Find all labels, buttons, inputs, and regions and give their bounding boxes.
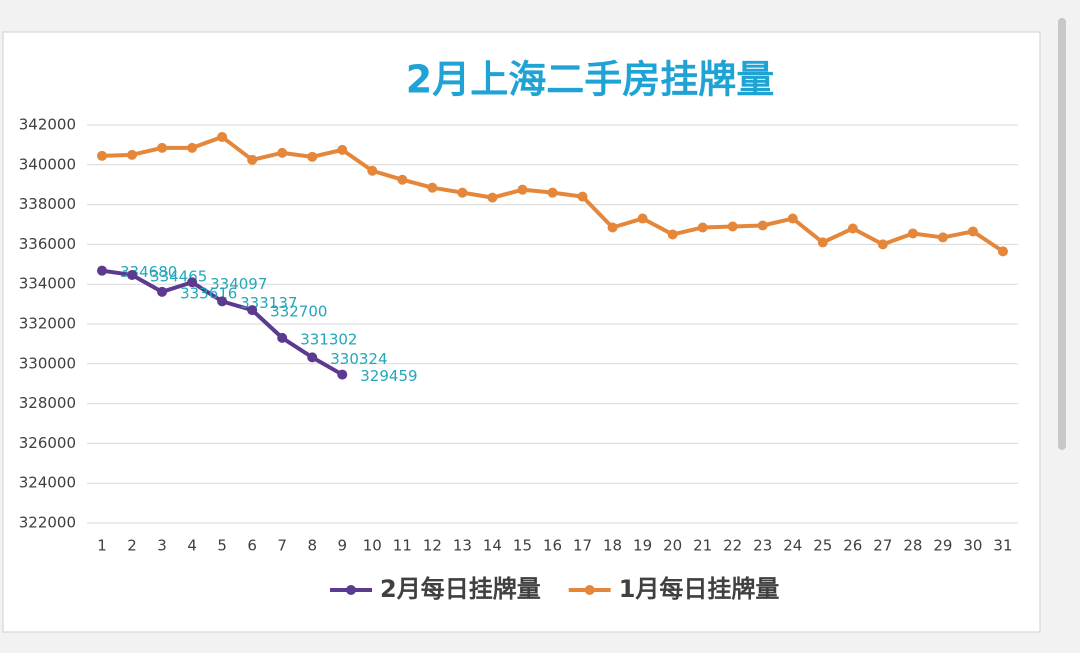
y-tick-label: 324000 [19, 474, 76, 492]
x-tick-label: 29 [933, 537, 952, 555]
x-tick-label: 3 [157, 537, 167, 555]
x-tick-label: 7 [277, 537, 287, 555]
data-point [187, 277, 198, 288]
data-point [97, 265, 108, 276]
legend-marker [346, 585, 356, 595]
data-point [517, 184, 528, 195]
x-tick-label: 5 [217, 537, 227, 555]
x-tick-label: 1 [97, 537, 107, 555]
data-point [157, 286, 168, 297]
data-point [817, 237, 828, 248]
data-point [97, 150, 108, 161]
x-tick-label: 10 [363, 537, 382, 555]
x-tick-label: 30 [963, 537, 982, 555]
x-tick-label: 24 [783, 537, 802, 555]
data-point [937, 232, 948, 243]
y-tick-label: 334000 [19, 275, 76, 293]
legend-marker [584, 585, 595, 595]
x-tick-label: 21 [693, 537, 712, 555]
data-label: 329459 [360, 367, 417, 385]
data-point [157, 142, 168, 153]
x-tick-label: 12 [423, 537, 442, 555]
data-point [487, 192, 498, 203]
x-tick-label: 16 [543, 537, 562, 555]
data-point [547, 187, 558, 198]
data-point [217, 296, 228, 307]
data-point [277, 147, 288, 158]
data-point [127, 269, 138, 280]
y-tick-label: 328000 [19, 394, 76, 412]
data-point [787, 213, 798, 224]
chart-frame [2, 31, 1041, 633]
legend-label: 1月每日挂牌量 [619, 575, 780, 603]
legend-label: 2月每日挂牌量 [380, 575, 541, 603]
data-point [967, 226, 978, 237]
x-tick-label: 22 [723, 537, 742, 555]
x-tick-label: 28 [903, 537, 922, 555]
data-point [247, 305, 258, 316]
x-tick-label: 26 [843, 537, 862, 555]
y-tick-label: 326000 [19, 434, 76, 452]
data-point [127, 149, 138, 160]
data-point [277, 332, 288, 343]
scrollbar[interactable] [1058, 18, 1066, 450]
data-point [367, 165, 378, 176]
x-tick-label: 2 [127, 537, 137, 555]
data-label: 330324 [330, 350, 387, 368]
data-label: 334465 [150, 267, 207, 285]
data-point [847, 223, 858, 234]
x-tick-label: 27 [873, 537, 892, 555]
data-point [607, 222, 618, 233]
data-point [247, 154, 258, 165]
y-tick-label: 336000 [19, 235, 76, 253]
data-point [667, 229, 678, 240]
data-point [907, 228, 918, 239]
data-point [307, 151, 318, 162]
x-tick-label: 8 [307, 537, 317, 555]
x-tick-label: 11 [393, 537, 412, 555]
y-tick-label: 338000 [19, 195, 76, 213]
x-tick-label: 13 [453, 537, 472, 555]
data-point [877, 239, 888, 250]
data-point [307, 352, 318, 363]
data-point [697, 222, 708, 233]
y-tick-label: 342000 [19, 116, 76, 134]
x-tick-label: 19 [633, 537, 652, 555]
x-tick-label: 23 [753, 537, 772, 555]
y-tick-label: 322000 [19, 514, 76, 532]
y-tick-label: 332000 [19, 315, 76, 333]
data-label: 334097 [210, 275, 267, 293]
x-tick-label: 25 [813, 537, 832, 555]
data-point [397, 174, 408, 185]
data-point [337, 144, 348, 155]
x-tick-label: 14 [483, 537, 502, 555]
x-tick-label: 6 [247, 537, 257, 555]
data-point [997, 246, 1008, 257]
data-point [427, 182, 438, 193]
data-point [187, 142, 198, 153]
data-point [637, 213, 648, 224]
x-tick-label: 9 [338, 537, 348, 555]
y-tick-label: 340000 [19, 155, 76, 173]
data-point [757, 220, 768, 231]
x-tick-label: 20 [663, 537, 682, 555]
data-label: 331302 [300, 330, 357, 348]
data-label: 332700 [270, 303, 327, 321]
x-tick-label: 31 [993, 537, 1012, 555]
y-tick-label: 330000 [19, 354, 76, 372]
data-point [577, 191, 588, 202]
chart-title: 2月上海二手房挂牌量 [406, 58, 774, 102]
data-point [217, 131, 228, 142]
data-point [727, 221, 738, 232]
x-tick-label: 15 [513, 537, 532, 555]
x-tick-label: 18 [603, 537, 622, 555]
x-tick-label: 4 [187, 537, 197, 555]
data-point [337, 369, 348, 380]
x-tick-label: 17 [573, 537, 592, 555]
data-point [457, 187, 468, 198]
